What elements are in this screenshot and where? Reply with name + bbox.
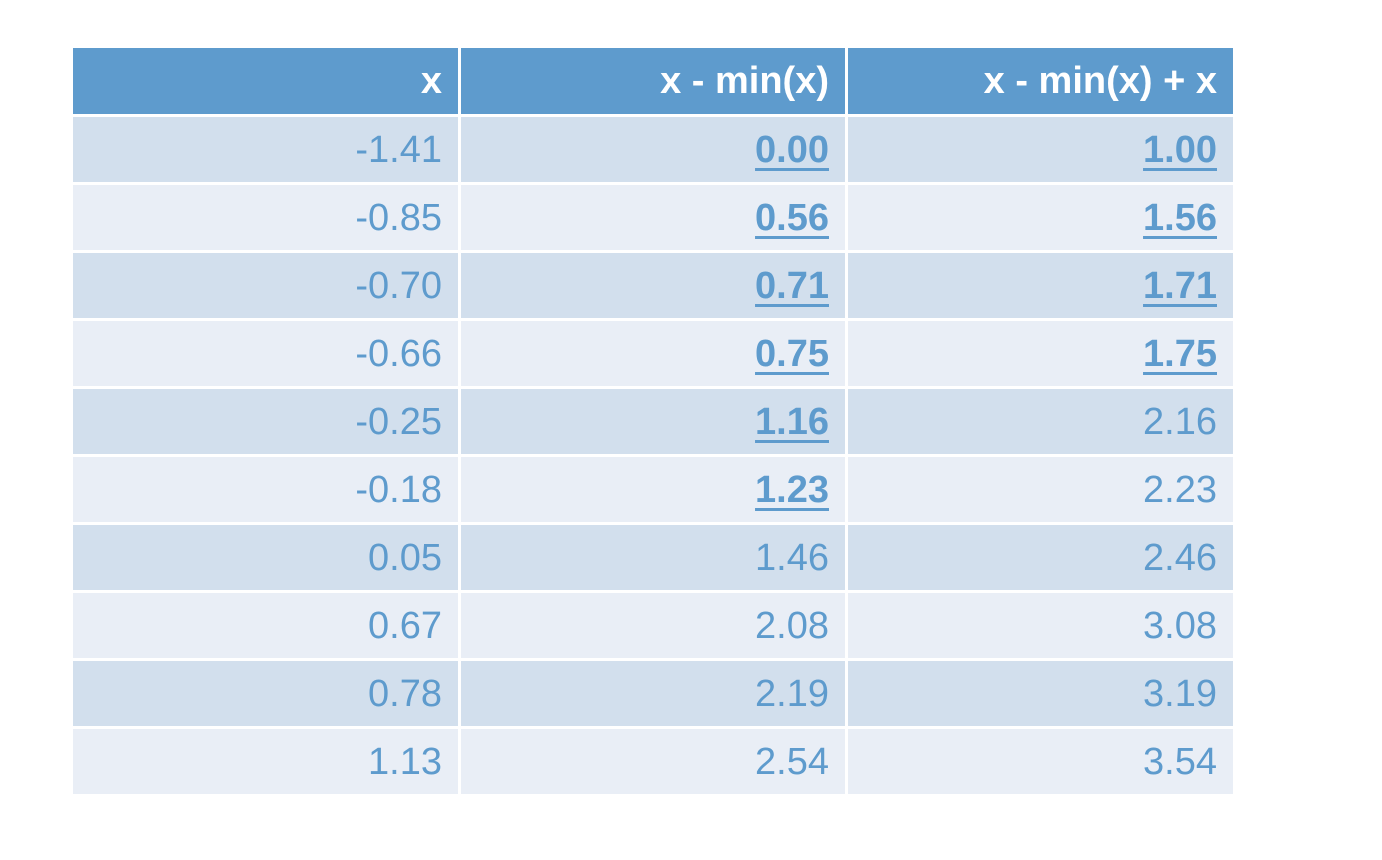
cell-x-minus-min-plus-x: 1.00 — [848, 117, 1233, 182]
cell-x-minus-min: 0.71 — [461, 253, 845, 318]
cell-x: -0.85 — [73, 185, 458, 250]
cell-x: -1.41 — [73, 117, 458, 182]
cell-x-minus-min: 0.75 — [461, 321, 845, 386]
cell-x: -0.70 — [73, 253, 458, 318]
cell-x-minus-min-plus-x: 3.19 — [848, 661, 1233, 726]
table-row: -0.66 0.75 1.75 — [73, 321, 1233, 386]
cell-x: -0.66 — [73, 321, 458, 386]
cell-x-minus-min: 0.00 — [461, 117, 845, 182]
cell-x-minus-min-plus-x: 2.16 — [848, 389, 1233, 454]
table-row: -0.70 0.71 1.71 — [73, 253, 1233, 318]
cell-x-minus-min-plus-x: 2.23 — [848, 457, 1233, 522]
cell-x-minus-min: 1.16 — [461, 389, 845, 454]
cell-x: -0.25 — [73, 389, 458, 454]
cell-x-minus-min-plus-x: 1.71 — [848, 253, 1233, 318]
cell-x-minus-min: 1.46 — [461, 525, 845, 590]
cell-x-minus-min-plus-x: 1.56 — [848, 185, 1233, 250]
cell-x: 0.05 — [73, 525, 458, 590]
cell-x: 0.78 — [73, 661, 458, 726]
cell-x-minus-min: 2.19 — [461, 661, 845, 726]
cell-x-minus-min-plus-x: 3.08 — [848, 593, 1233, 658]
cell-x: 1.13 — [73, 729, 458, 794]
table-row: 0.05 1.46 2.46 — [73, 525, 1233, 590]
cell-x-minus-min: 2.54 — [461, 729, 845, 794]
cell-x-minus-min: 2.08 — [461, 593, 845, 658]
column-header-x-minus-min-plus-x: x - min(x) + x — [848, 48, 1233, 114]
table-row: 1.13 2.54 3.54 — [73, 729, 1233, 794]
cell-x-minus-min: 1.23 — [461, 457, 845, 522]
header-row: x x - min(x) x - min(x) + x — [73, 48, 1233, 114]
column-header-x: x — [73, 48, 458, 114]
table-row: -0.18 1.23 2.23 — [73, 457, 1233, 522]
table-row: -0.25 1.16 2.16 — [73, 389, 1233, 454]
cell-x-minus-min: 0.56 — [461, 185, 845, 250]
cell-x-minus-min-plus-x: 3.54 — [848, 729, 1233, 794]
table-row: -0.85 0.56 1.56 — [73, 185, 1233, 250]
table-body: -1.41 0.00 1.00 -0.85 0.56 1.56 -0.70 0.71 1.71-… — [73, 117, 1233, 794]
table-row: -1.41 0.00 1.00 — [73, 117, 1233, 182]
table-row: 0.78 2.19 3.19 — [73, 661, 1233, 726]
cell-x-minus-min-plus-x: 1.75 — [848, 321, 1233, 386]
cell-x: 0.67 — [73, 593, 458, 658]
cell-x: -0.18 — [73, 457, 458, 522]
table-row: 0.67 2.08 3.08 — [73, 593, 1233, 658]
data-table: x x - min(x) x - min(x) + x -1.41 0.00 1.0… — [70, 45, 1236, 797]
cell-x-minus-min-plus-x: 2.46 — [848, 525, 1233, 590]
column-header-x-minus-min: x - min(x) — [461, 48, 845, 114]
